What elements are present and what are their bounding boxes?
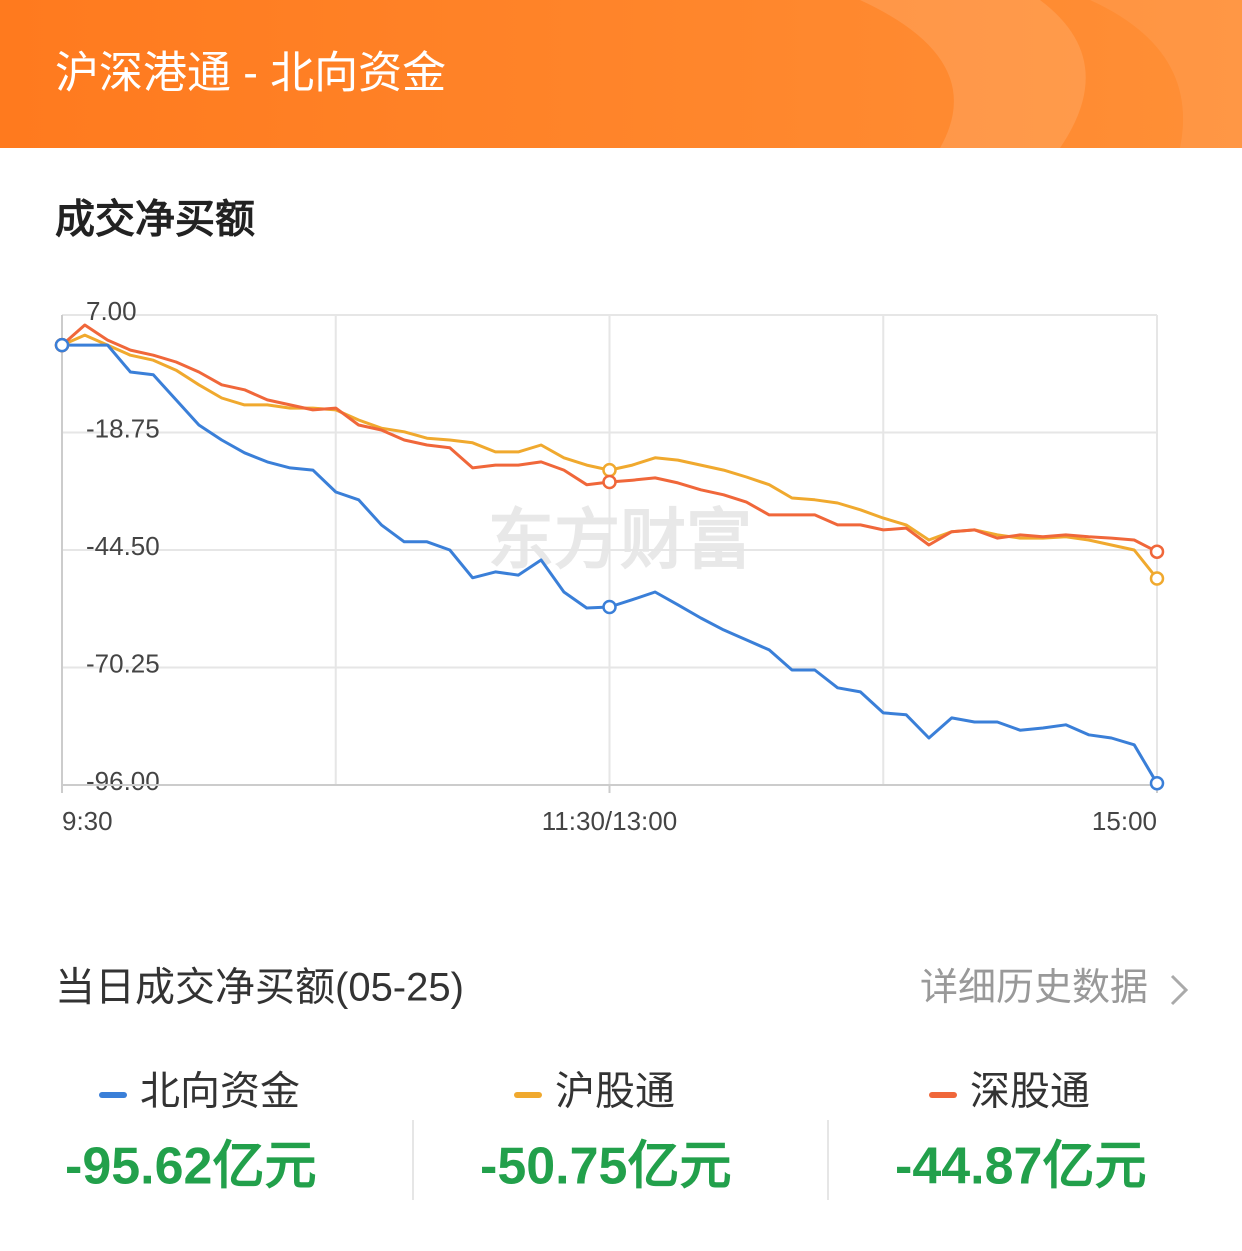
point-marker <box>602 462 617 478</box>
x-tick-label: 9:30 <box>62 806 113 836</box>
point-marker <box>1149 571 1165 586</box>
history-link[interactable]: 详细历史数据 <box>920 967 1148 1009</box>
item-value: -95.62亿元 <box>65 1138 316 1196</box>
watermark: 东方财富 <box>488 502 752 576</box>
header-bar <box>0 0 1242 148</box>
x-tick-label: 15:00 <box>1092 806 1157 836</box>
summary: 北向资金 -95.62亿元 沪股通 -50.75亿元 深股通 -44.87亿元 <box>65 1070 1146 1196</box>
point-marker <box>602 474 617 490</box>
chevron[interactable] <box>1170 974 1189 1006</box>
item-name: 沪股通 <box>555 1070 675 1114</box>
x-tick-label: 11:30/13:00 <box>542 806 677 836</box>
y-tick-label: -70.25 <box>86 648 160 678</box>
y-tick-label: -96.00 <box>86 766 160 796</box>
chart: 东方财富 7.00 -18.75 -44.50 -70.25 -96.00 9:30 11:3… <box>54 296 1165 836</box>
y-tick-label: -18.75 <box>86 413 160 443</box>
y-tick-label: 7.00 <box>86 296 137 326</box>
y-tick-label: -44.50 <box>86 531 160 561</box>
header-decor <box>860 0 1086 148</box>
item-name: 深股通 <box>970 1070 1090 1114</box>
summary-title: 当日成交净买额(05-25) <box>55 966 464 1010</box>
section-title: 成交净买额 <box>55 198 255 242</box>
point-marker <box>602 599 617 615</box>
header-decor <box>1090 0 1242 148</box>
point-marker <box>54 337 70 353</box>
point-marker <box>1149 544 1165 559</box>
item-value: -44.87亿元 <box>895 1138 1146 1196</box>
item-name: 北向资金 <box>140 1070 300 1114</box>
item-value: -50.75亿元 <box>480 1138 731 1196</box>
header-title: 沪深港通 - 北向资金 <box>55 49 446 98</box>
point-marker <box>1149 776 1165 791</box>
